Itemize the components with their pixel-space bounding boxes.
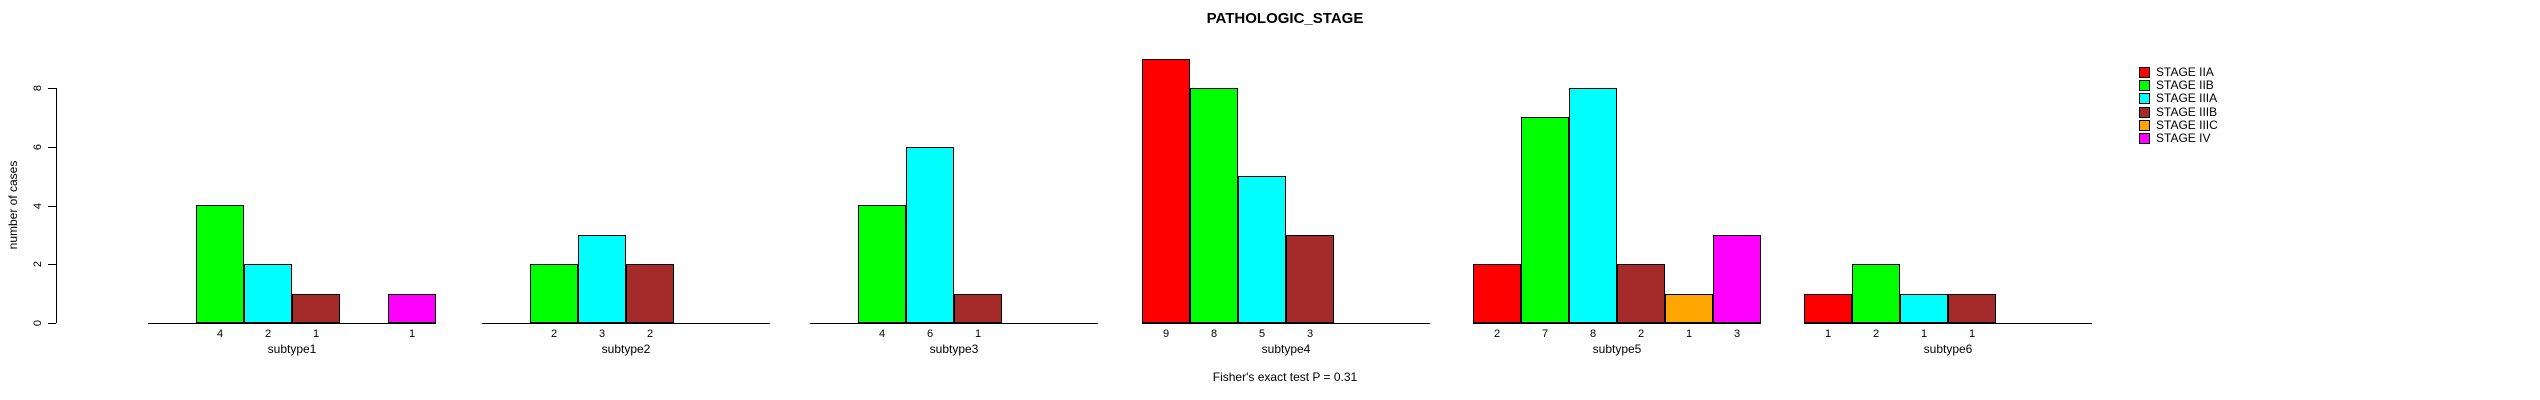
bar-stage-iib <box>1521 117 1569 323</box>
legend-item-stage-iiia: STAGE IIIA <box>2139 92 2217 105</box>
x-axis-line <box>148 323 436 324</box>
bar-value-label: 1 <box>1824 328 1832 340</box>
bar-stage-iiib <box>1286 235 1334 323</box>
bar-stage-iv <box>388 294 436 323</box>
legend-item-label: STAGE IV <box>2156 131 2211 145</box>
bar-value-label: 3 <box>1306 328 1314 340</box>
bar-value-label: 6 <box>926 328 934 340</box>
bar-value-label: 8 <box>1589 328 1597 340</box>
y-axis-line <box>56 88 57 323</box>
y-tick-label: 8 <box>32 84 44 92</box>
x-axis-line <box>1473 323 1761 324</box>
bar-stage-iiia <box>906 147 954 323</box>
bar-stage-iiia <box>578 235 626 323</box>
y-tick-mark <box>48 146 56 148</box>
x-axis-line <box>1142 323 1430 324</box>
legend-swatch-stage-iiic <box>2139 120 2150 131</box>
legend-item-label: STAGE IIIB <box>2156 105 2218 119</box>
bar-stage-iia <box>1142 59 1190 323</box>
y-tick-label: 0 <box>32 319 44 327</box>
bar-value-label: 2 <box>1637 328 1645 340</box>
legend-item-stage-iiib: STAGE IIIB <box>2139 106 2217 119</box>
bar-value-label: 3 <box>1733 328 1741 340</box>
bar-value-label: 1 <box>1685 328 1693 340</box>
y-tick-label: 6 <box>32 143 44 150</box>
bar-stage-iiia <box>1900 294 1948 323</box>
bar-stage-iib <box>1852 264 1900 323</box>
legend-item-label: STAGE IIB <box>2156 78 2214 92</box>
bar-stage-iv <box>1713 235 1761 323</box>
bar-stage-iiib <box>292 294 340 323</box>
legend-swatch-stage-iiib <box>2139 107 2150 118</box>
bar-stage-iib <box>1190 88 1238 323</box>
x-axis-line <box>482 323 770 324</box>
legend-item-stage-iv: STAGE IV <box>2139 132 2210 145</box>
bar-stage-iiib <box>954 294 1002 323</box>
bar-stage-iiia <box>244 264 292 323</box>
legend-item-stage-iia: STAGE IIA <box>2139 66 2214 79</box>
bar-stage-iia <box>1804 294 1852 323</box>
bar-stage-iiia <box>1569 88 1617 323</box>
legend-item-stage-iiic: STAGE IIIC <box>2139 119 2218 132</box>
bar-value-label: 2 <box>550 328 558 340</box>
group-label-subtype4: subtype4 <box>1261 342 1311 356</box>
y-tick-label: 2 <box>32 261 44 268</box>
legend-swatch-stage-iiia <box>2139 93 2150 104</box>
legend-swatch-stage-iia <box>2139 67 2150 78</box>
bar-value-label: 3 <box>598 328 606 340</box>
y-tick-label: 4 <box>32 202 44 209</box>
y-tick-mark <box>48 323 56 324</box>
bar-stage-iia <box>1473 264 1521 323</box>
bar-value-label: 5 <box>1258 328 1266 340</box>
bar-value-label: 8 <box>1210 328 1218 340</box>
x-axis-line <box>810 323 1098 324</box>
legend-item-stage-iib: STAGE IIB <box>2139 79 2214 92</box>
y-tick-mark <box>48 205 56 207</box>
bar-group-subtype5: 2 7 8 2 1 3 subtype5 <box>1473 0 1761 360</box>
bar-group-subtype6: 1 2 1 1 subtype6 <box>1804 0 2092 360</box>
group-label-subtype2: subtype2 <box>601 342 651 356</box>
bar-stage-iiic <box>1665 294 1713 323</box>
group-label-subtype1: subtype1 <box>267 342 317 356</box>
bar-value-label: 7 <box>1541 328 1549 340</box>
bar-value-label: 1 <box>312 328 320 340</box>
bar-value-label: 4 <box>878 328 886 340</box>
group-label-subtype6: subtype6 <box>1923 342 1973 356</box>
bar-value-label: 2 <box>1493 328 1501 340</box>
group-label-subtype3: subtype3 <box>929 342 979 356</box>
bar-value-label: 9 <box>1162 328 1170 340</box>
bar-stage-iiib <box>626 264 674 323</box>
legend-item-label: STAGE IIIA <box>2156 91 2218 105</box>
legend-swatch-stage-iv <box>2139 133 2150 144</box>
bar-group-subtype1: 4 2 1 1 subtype1 <box>148 0 436 360</box>
bar-stage-iib <box>196 205 244 323</box>
bar-stage-iiib <box>1617 264 1665 323</box>
x-axis-line <box>1804 323 2092 324</box>
bar-value-label: 1 <box>408 328 416 340</box>
bar-stage-iib <box>530 264 578 323</box>
bar-value-label: 2 <box>1872 328 1880 340</box>
bar-group-subtype2: 2 3 2 subtype2 <box>482 0 770 360</box>
bar-value-label: 2 <box>264 328 272 340</box>
y-axis-label: number of cases <box>6 160 20 250</box>
bar-stage-iiib <box>1948 294 1996 323</box>
bar-value-label: 1 <box>1920 328 1928 340</box>
fisher-test-annotation: Fisher's exact test P = 0.31 <box>1212 370 1358 384</box>
legend-item-label: STAGE IIIC <box>2156 118 2218 132</box>
bar-group-subtype3: 4 6 1 subtype3 <box>810 0 1098 360</box>
bar-value-label: 2 <box>646 328 654 340</box>
bar-value-label: 1 <box>1968 328 1976 340</box>
chart-title: PATHOLOGIC_STAGE <box>1206 10 1364 27</box>
bar-value-label: 1 <box>974 328 982 340</box>
bar-value-label: 4 <box>216 328 224 340</box>
y-tick-mark <box>48 264 56 266</box>
legend-swatch-stage-iib <box>2139 80 2150 91</box>
bar-stage-iiia <box>1238 176 1286 323</box>
bar-stage-iib <box>858 205 906 323</box>
y-tick-mark <box>48 88 56 89</box>
bar-group-subtype4: 9 8 5 3 subtype4 <box>1142 0 1430 360</box>
group-label-subtype5: subtype5 <box>1592 342 1642 356</box>
legend-item-label: STAGE IIA <box>2156 65 2214 79</box>
